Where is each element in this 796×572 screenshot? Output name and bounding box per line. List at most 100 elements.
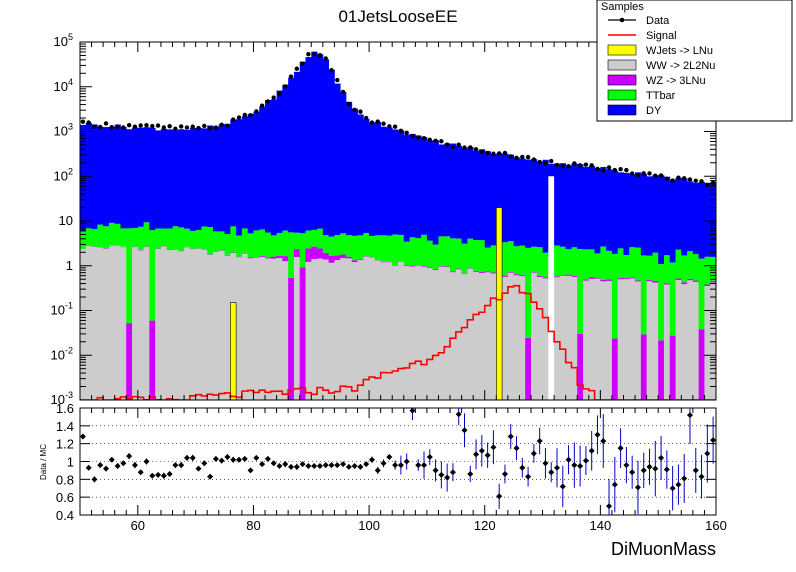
ww-bar bbox=[583, 280, 590, 400]
ratio-point bbox=[392, 462, 399, 469]
ttbar-bar bbox=[311, 229, 318, 247]
ratio-point bbox=[646, 463, 653, 470]
ww-bar bbox=[259, 256, 266, 400]
dy-bar bbox=[496, 153, 503, 244]
dy-bar bbox=[276, 90, 283, 233]
ttbar-bar bbox=[305, 230, 312, 249]
ww-bar bbox=[710, 282, 716, 400]
ratio-point bbox=[611, 481, 618, 488]
ww-bar bbox=[380, 262, 387, 400]
wz-bar bbox=[126, 323, 133, 400]
data-point bbox=[173, 126, 178, 132]
ww-bar bbox=[594, 278, 601, 400]
ratio-point bbox=[559, 483, 566, 490]
ww-bar bbox=[374, 260, 382, 400]
ratio-point bbox=[183, 454, 190, 461]
data-point bbox=[439, 139, 444, 144]
ttbar-bar bbox=[635, 247, 642, 281]
data-point bbox=[682, 176, 687, 181]
dy-bar bbox=[195, 127, 202, 230]
data-point bbox=[109, 124, 115, 130]
wz-bar bbox=[467, 268, 474, 269]
ttbar-bar bbox=[421, 234, 428, 267]
ratio-point bbox=[623, 462, 630, 469]
dy-bar bbox=[594, 168, 601, 254]
dy-bar bbox=[311, 51, 318, 230]
ttbar-bar bbox=[403, 241, 410, 266]
data-point bbox=[283, 84, 288, 89]
ratio-point bbox=[357, 463, 364, 470]
ratio-point bbox=[224, 454, 231, 461]
ratio-point bbox=[236, 456, 242, 463]
data-point bbox=[456, 142, 461, 147]
ratio-point bbox=[299, 461, 306, 468]
y-tick-label: 10-2 bbox=[51, 345, 73, 362]
wz-bar bbox=[357, 258, 364, 260]
ttbar-bar bbox=[444, 236, 451, 267]
dy-bar bbox=[357, 114, 364, 236]
ratio-point bbox=[143, 458, 150, 465]
ww-bar bbox=[467, 268, 474, 400]
data-point bbox=[514, 155, 519, 161]
data-point bbox=[589, 163, 594, 168]
ratio-point bbox=[241, 455, 248, 462]
ttbar-bar bbox=[270, 235, 277, 257]
legend: Samples Data Signal WJets -> LNu WW -> 2L2N… bbox=[596, 0, 793, 122]
legend-label: DY bbox=[646, 105, 662, 117]
ratio-y-tick-label: 1.4 bbox=[56, 419, 74, 434]
ratio-point bbox=[120, 460, 127, 467]
ttbar-bar bbox=[132, 227, 139, 247]
data-point bbox=[595, 166, 600, 172]
wz-bar bbox=[577, 333, 584, 400]
dy-bar bbox=[692, 182, 700, 255]
data-point bbox=[161, 125, 167, 130]
data-point bbox=[323, 56, 328, 61]
dy-bar bbox=[143, 127, 150, 223]
dy-bar bbox=[450, 143, 457, 239]
data-point bbox=[502, 150, 508, 156]
legend-label: WZ -> 3LNu bbox=[646, 75, 706, 87]
ratio-point bbox=[571, 462, 578, 469]
ww-bar bbox=[369, 257, 376, 400]
dy-bar bbox=[577, 164, 584, 249]
data-point bbox=[381, 121, 386, 126]
ww-bar bbox=[635, 281, 642, 400]
legend-label: WJets -> LNu bbox=[646, 45, 713, 57]
dy-bar bbox=[571, 163, 578, 248]
legend-fill-swatch bbox=[607, 59, 637, 71]
ratio-point bbox=[270, 460, 277, 467]
ratio-point bbox=[519, 464, 526, 471]
ratio-point bbox=[513, 445, 520, 452]
ww-bar bbox=[189, 249, 197, 400]
signal-line bbox=[80, 284, 716, 400]
ratio-point bbox=[80, 433, 86, 440]
data-point bbox=[184, 125, 190, 130]
wz-bar bbox=[554, 276, 561, 278]
data-point bbox=[566, 164, 571, 169]
y-tick-label: 103 bbox=[54, 122, 73, 139]
ww-bar bbox=[478, 273, 486, 400]
ratio-point bbox=[617, 445, 624, 452]
data-point bbox=[80, 119, 86, 124]
ratio-point bbox=[247, 467, 254, 474]
wz-bar bbox=[600, 279, 607, 282]
ttbar-bar bbox=[536, 247, 543, 276]
ratio-point bbox=[681, 475, 688, 482]
data-point bbox=[664, 176, 670, 182]
ratio-point bbox=[461, 427, 468, 434]
ttbar-bar bbox=[577, 248, 584, 334]
ttbar-bar bbox=[189, 230, 197, 249]
wz-bar bbox=[438, 266, 445, 267]
data-point bbox=[150, 123, 155, 129]
wz-bar bbox=[478, 272, 486, 274]
data-point bbox=[433, 138, 438, 144]
data-point bbox=[398, 128, 404, 134]
ww-bar bbox=[241, 253, 249, 400]
data-point bbox=[635, 173, 641, 178]
ratio-point bbox=[704, 450, 711, 457]
wz-bar bbox=[398, 261, 405, 262]
ratio-point bbox=[403, 458, 410, 465]
wz-bar bbox=[692, 280, 700, 282]
data-point bbox=[196, 125, 201, 131]
data-point bbox=[364, 115, 369, 121]
